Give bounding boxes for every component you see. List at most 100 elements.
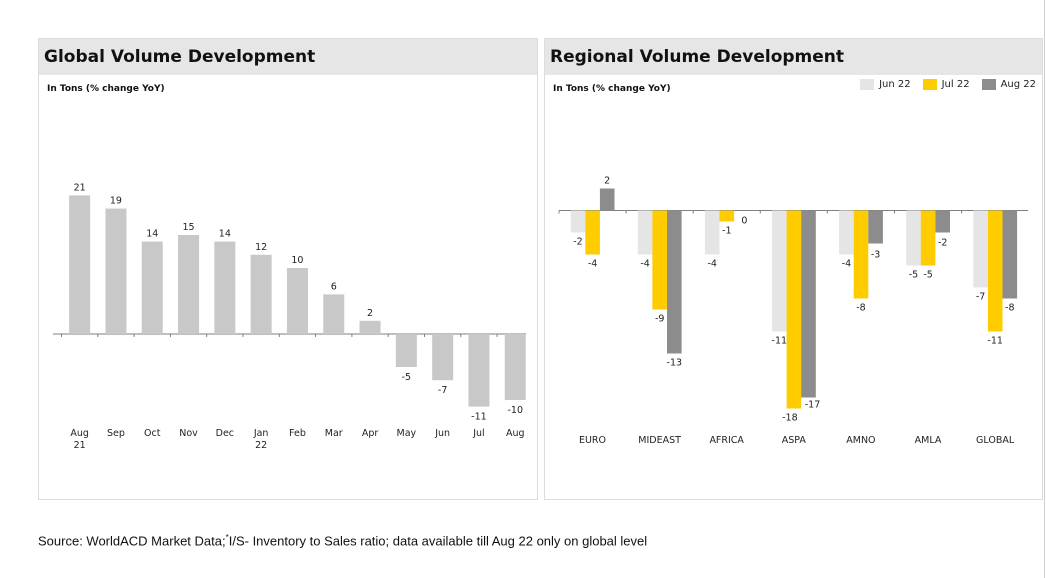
global-category-label-3-0: Nov [179,428,198,439]
regional-data-label-3-0: -11 [772,336,788,347]
global-data-label-1: 19 [110,196,122,207]
legend-swatch-1 [922,79,937,90]
global-category-label-0-0: Aug [70,428,89,439]
regional-category-label-2: AFRICA [709,435,744,446]
regional-bar-2-0 [704,210,720,255]
legend-label-1: Jul 22 [941,79,970,90]
regional-bar-0-0 [570,210,586,233]
regional-data-label-4-2: -3 [871,250,880,261]
global-data-label-6: 10 [291,255,303,266]
global-data-label-12: -10 [507,405,523,416]
global-bar-6 [286,268,308,334]
global-bar-9 [395,334,417,367]
regional-bar-3-0 [772,210,787,332]
regional-bar-6-0 [973,210,988,288]
regional-bar-1-1 [652,210,667,310]
regional-bar-4-1 [853,210,869,299]
regional-data-label-0-0: -2 [573,237,582,248]
global-data-label-0: 21 [74,182,86,193]
regional-data-label-5-1: -5 [923,270,932,281]
global-category-label-12-0: Aug [506,428,525,439]
global-bar-7 [323,294,345,334]
legend-swatch-2 [981,79,996,90]
global-bar-11 [468,334,490,407]
global-data-label-11: -11 [471,412,487,423]
regional-data-label-2-1: -1 [722,226,731,237]
global-bar-10 [432,334,454,381]
global-data-label-2: 14 [146,229,158,240]
global-bar-2 [141,241,163,334]
regional-data-label-4-0: -4 [842,259,851,270]
regional-bar-5-1 [920,210,936,266]
source-note: Source: WorldACD Market Data;*I/S- Inven… [38,533,647,548]
regional-data-label-5-2: -2 [938,238,947,249]
global-bar-1 [105,208,127,334]
regional-category-label-1: MIDEAST [638,435,681,446]
regional-bar-3-2 [801,210,816,398]
regional-category-label-5: AMLA [915,435,942,446]
regional-data-label-6-0: -7 [976,292,985,303]
regional-data-label-3-1: -18 [782,413,798,424]
global-category-label-0-1: 21 [74,440,86,451]
regional-bar-5-2 [935,210,950,233]
regional-bar-1-2 [667,210,682,354]
global-bar-4 [214,241,236,334]
global-volume-panel: Global Volume Development In Tons (% cha… [38,38,538,500]
regional-volume-chart: -2 -4 2 EURO -4 -9 -13 MIDEAST -4 -1 0 AFRICA -11 -18… [558,176,1028,446]
regional-data-label-3-2: -17 [805,400,821,411]
global-data-label-4: 14 [219,229,231,240]
regional-bar-1-0 [637,210,653,255]
global-bar-0 [69,195,91,334]
global-category-label-1-0: Sep [107,428,125,439]
regional-volume-panel: Regional Volume Development In Tons (% c… [544,38,1043,500]
regional-category-label-3: ASPA [782,435,807,446]
global-category-label-5-1: 22 [255,440,267,451]
global-volume-chart: 21Aug2119Sep14Oct15Nov14Dec12Jan2210Feb6… [53,182,526,451]
page-edge-divider [1044,0,1045,578]
regional-data-label-6-2: -8 [1005,303,1014,314]
regional-bar-6-1 [987,210,1003,332]
regional-bar-0-1 [585,210,600,255]
legend-swatch-0 [860,79,875,90]
global-data-label-3: 15 [183,222,195,233]
source-prefix: Source: WorldACD Market Data; [38,533,226,549]
regional-data-label-0-2: 2 [604,176,610,187]
regional-data-label-1-2: -13 [667,358,683,369]
source-suffix: I/S- Inventory to Sales ratio; data avai… [228,533,648,549]
regional-data-label-0-1: -4 [588,259,597,270]
regional-category-label-0: EURO [579,435,606,446]
global-category-label-2-0: Oct [144,428,161,439]
global-bar-12 [504,334,526,400]
regional-data-label-1-1: -9 [655,314,664,325]
regional-data-label-6-1: -11 [987,336,1003,347]
regional-data-label-5-0: -5 [909,270,918,281]
global-category-label-10-0: Jun [434,428,450,439]
regional-data-label-1-0: -4 [640,259,649,270]
legend-item-0: Jun 22 [860,79,911,90]
regional-data-label-2-2: 0 [741,216,747,227]
regional-data-label-2-0: -4 [707,259,716,270]
global-category-label-8-0: Apr [362,428,379,439]
regional-bar-3-1 [786,210,802,409]
regional-chart-legend: Jun 22 Jul 22 Aug 22 [860,79,1036,90]
legend-label-0: Jun 22 [879,79,911,90]
global-data-label-5: 12 [255,242,267,253]
regional-chart-title: Regional Volume Development [550,47,845,67]
global-bar-8 [359,320,381,334]
legend-item-1: Jul 22 [922,79,970,90]
global-bar-3 [178,235,200,334]
global-category-label-11-0: Jul [472,428,484,439]
global-data-label-10: -7 [438,385,447,396]
global-chart-title: Global Volume Development [44,47,316,67]
global-bar-5 [250,254,272,334]
global-category-label-7-0: Mar [325,428,343,439]
global-category-label-6-0: Feb [289,428,306,439]
regional-panel-header: Regional Volume Development [545,39,1042,75]
legend-item-2: Aug 22 [981,79,1036,90]
source-footnote-marker: * [225,533,229,542]
regional-bar-5-0 [906,210,921,266]
global-category-label-5-0: Jan [253,428,269,439]
global-category-label-9-0: May [397,428,417,439]
regional-chart-subtitle: In Tons (% change YoY) [553,84,671,94]
regional-bar-6-2 [1002,210,1018,299]
